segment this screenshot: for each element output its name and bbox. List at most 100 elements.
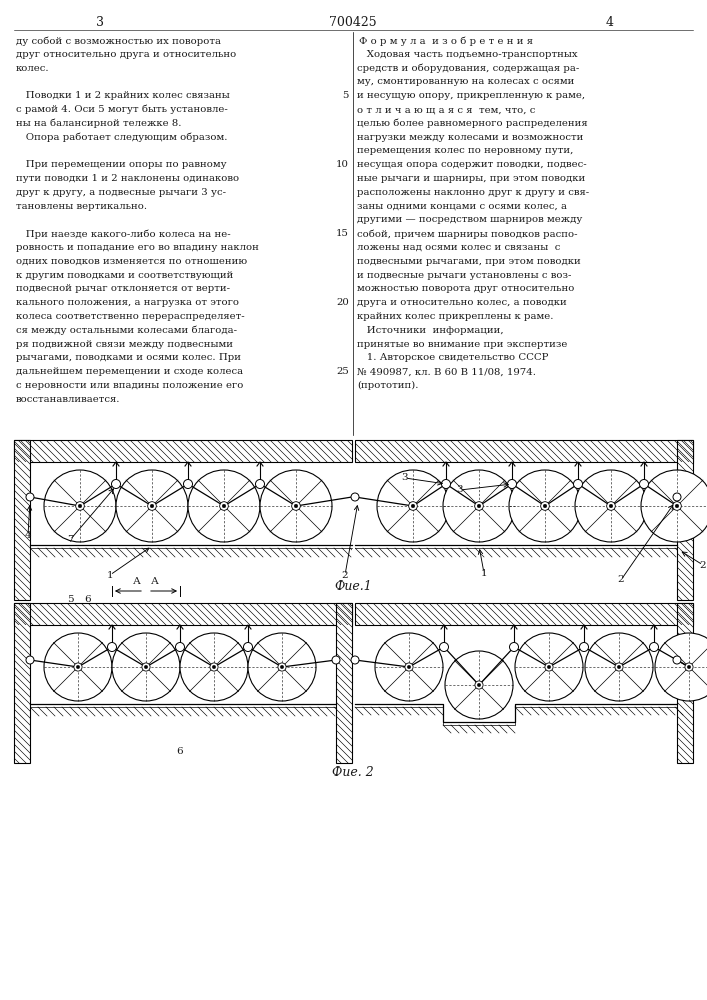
Bar xyxy=(14,440,30,600)
Text: 5: 5 xyxy=(343,91,349,100)
Circle shape xyxy=(112,480,120,488)
Text: 7: 7 xyxy=(66,536,74,544)
Text: 2: 2 xyxy=(618,576,624,584)
Circle shape xyxy=(640,480,648,488)
Text: ря подвижной связи между подвесными: ря подвижной связи между подвесными xyxy=(16,340,233,349)
Circle shape xyxy=(260,470,332,542)
Text: 3: 3 xyxy=(402,474,409,483)
Text: Фие.1: Фие.1 xyxy=(334,580,372,593)
Text: 2: 2 xyxy=(341,570,349,580)
Bar xyxy=(677,440,693,600)
Circle shape xyxy=(294,504,298,508)
Circle shape xyxy=(184,480,192,488)
Bar xyxy=(355,440,693,462)
Circle shape xyxy=(76,665,80,669)
Circle shape xyxy=(411,504,415,508)
Text: При перемещении опоры по равному: При перемещении опоры по равному xyxy=(16,160,227,169)
Text: тановлены вертикально.: тановлены вертикально. xyxy=(16,202,147,211)
Text: 6: 6 xyxy=(177,748,183,756)
Circle shape xyxy=(78,504,82,508)
Text: рычагами, поводками и осями колес. При: рычагами, поводками и осями колес. При xyxy=(16,353,241,362)
Circle shape xyxy=(175,643,185,652)
Text: (прототип).: (прототип). xyxy=(357,381,419,390)
Text: к другим поводками и соответствующий: к другим поводками и соответствующий xyxy=(16,271,233,280)
Circle shape xyxy=(292,502,300,510)
Bar xyxy=(14,603,352,625)
Text: друга и относительно колес, а поводки: друга и относительно колес, а поводки xyxy=(357,298,567,307)
Text: 6: 6 xyxy=(85,595,91,604)
Text: и подвесные рычаги установлены с воз-: и подвесные рычаги установлены с воз- xyxy=(357,271,571,280)
Circle shape xyxy=(573,480,583,488)
Text: Ходовая часть подъемно-транспортных: Ходовая часть подъемно-транспортных xyxy=(357,50,578,59)
Text: и несущую опору, прикрепленную к раме,: и несущую опору, прикрепленную к раме, xyxy=(357,91,585,100)
Text: 20: 20 xyxy=(337,298,349,307)
Circle shape xyxy=(541,502,549,510)
Text: колес.: колес. xyxy=(16,64,49,73)
Circle shape xyxy=(351,493,359,501)
Text: нагрузки между колесами и возможности: нагрузки между колесами и возможности xyxy=(357,133,583,142)
Circle shape xyxy=(545,663,553,671)
Circle shape xyxy=(107,643,117,652)
Circle shape xyxy=(407,665,411,669)
Text: с неровности или впадины положение его: с неровности или впадины положение его xyxy=(16,381,243,390)
Circle shape xyxy=(509,470,581,542)
Circle shape xyxy=(377,470,449,542)
Circle shape xyxy=(474,502,484,510)
Circle shape xyxy=(248,633,316,701)
Text: 1: 1 xyxy=(481,568,487,578)
Circle shape xyxy=(687,665,691,669)
Text: расположены наклонно друг к другу и свя-: расположены наклонно друг к другу и свя- xyxy=(357,188,589,197)
Circle shape xyxy=(655,633,707,701)
Circle shape xyxy=(44,633,112,701)
Circle shape xyxy=(74,663,82,671)
Bar xyxy=(14,440,352,462)
Circle shape xyxy=(477,504,481,508)
Bar xyxy=(677,603,693,763)
Circle shape xyxy=(150,504,154,508)
Text: А: А xyxy=(133,577,141,586)
Circle shape xyxy=(607,502,615,510)
Text: Фие. 2: Фие. 2 xyxy=(332,766,374,779)
Circle shape xyxy=(332,656,340,664)
Circle shape xyxy=(441,480,450,488)
Circle shape xyxy=(212,665,216,669)
Text: другими — посредством шарниров между: другими — посредством шарниров между xyxy=(357,215,583,224)
Text: друг к другу, а подвесные рычаги 3 ус-: друг к другу, а подвесные рычаги 3 ус- xyxy=(16,188,226,197)
Circle shape xyxy=(26,656,34,664)
Circle shape xyxy=(641,470,707,542)
Text: колеса соответственно перераспределяет-: колеса соответственно перераспределяет- xyxy=(16,312,245,321)
Circle shape xyxy=(116,470,188,542)
Circle shape xyxy=(351,656,359,664)
Circle shape xyxy=(510,643,518,652)
Text: 1: 1 xyxy=(107,570,113,580)
Circle shape xyxy=(543,504,547,508)
Text: 700425: 700425 xyxy=(329,15,377,28)
Text: перемещения колес по неровному пути,: перемещения колес по неровному пути, xyxy=(357,146,573,155)
Text: 1. Авторское свидетельство СССР: 1. Авторское свидетельство СССР xyxy=(357,353,549,362)
Text: му, смонтированную на колесах с осями: му, смонтированную на колесах с осями xyxy=(357,77,574,86)
Text: ложены над осями колес и связаны  с: ложены над осями колес и связаны с xyxy=(357,243,561,252)
Text: 15: 15 xyxy=(336,229,349,238)
Text: целью более равномерного распределения: целью более равномерного распределения xyxy=(357,119,588,128)
Text: принятые во внимание при экспертизе: принятые во внимание при экспертизе xyxy=(357,340,568,349)
Text: заны одними концами с осями колес, а: заны одними концами с осями колес, а xyxy=(357,202,567,211)
Text: подвесными рычагами, при этом поводки: подвесными рычагами, при этом поводки xyxy=(357,257,580,266)
Circle shape xyxy=(609,504,613,508)
Bar xyxy=(14,603,30,763)
Circle shape xyxy=(585,633,653,701)
Text: подвесной рычаг отклоняется от верти-: подвесной рычаг отклоняется от верти- xyxy=(16,284,230,293)
Text: Поводки 1 и 2 крайних колес связаны: Поводки 1 и 2 крайних колес связаны xyxy=(16,91,230,100)
Text: средств и оборудования, содержащая ра-: средств и оборудования, содержащая ра- xyxy=(357,64,579,73)
Text: собой, причем шарниры поводков распо-: собой, причем шарниры поводков распо- xyxy=(357,229,578,239)
Circle shape xyxy=(477,683,481,687)
Bar xyxy=(336,603,352,763)
Circle shape xyxy=(547,665,551,669)
Circle shape xyxy=(180,633,248,701)
Circle shape xyxy=(188,470,260,542)
Circle shape xyxy=(515,633,583,701)
Text: с рамой 4. Оси 5 могут быть установле-: с рамой 4. Оси 5 могут быть установле- xyxy=(16,105,228,114)
Circle shape xyxy=(580,643,588,652)
Text: друг относительно друга и относительно: друг относительно друга и относительно xyxy=(16,50,236,59)
Circle shape xyxy=(685,663,693,671)
Circle shape xyxy=(575,470,647,542)
